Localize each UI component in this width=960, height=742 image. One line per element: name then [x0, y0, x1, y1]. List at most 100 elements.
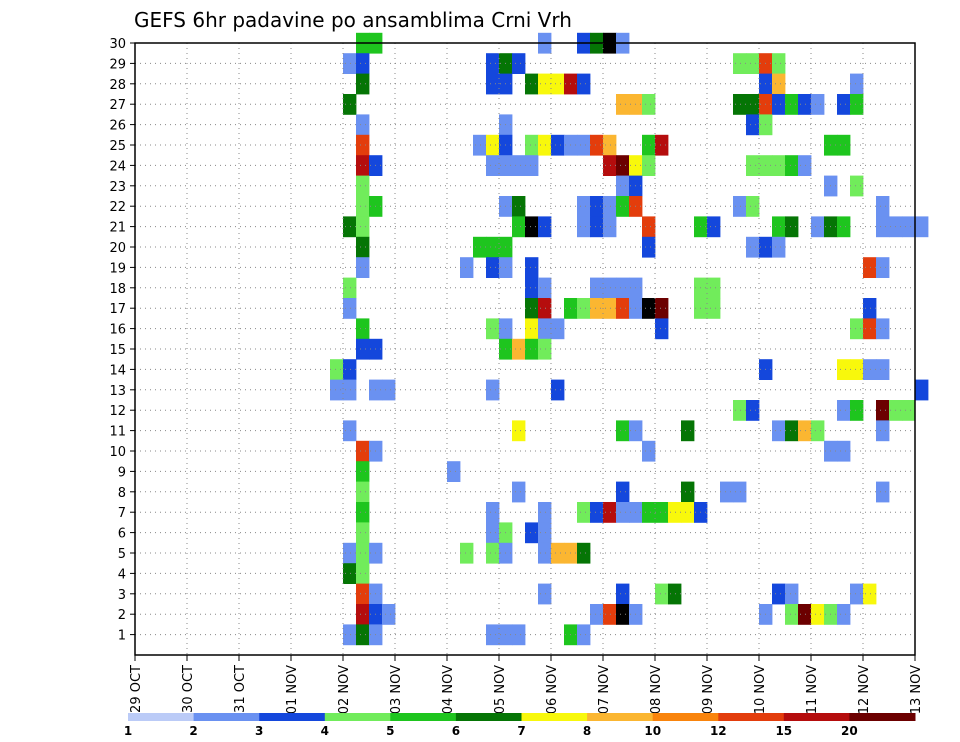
y-tick-label: 21 [109, 221, 126, 236]
heatmap-cell [785, 94, 799, 115]
heatmap-cell [785, 604, 799, 625]
heatmap-cell [356, 542, 370, 564]
heatmap-cell [590, 277, 604, 299]
heatmap-cell [798, 604, 812, 625]
heatmap-cell [577, 134, 591, 156]
heatmap-cell [785, 420, 799, 442]
y-tick-label: 3 [118, 588, 126, 603]
heatmap-cell [343, 53, 357, 74]
heatmap-cell [850, 583, 864, 605]
heatmap-cell [538, 298, 552, 319]
x-tick-label: 30 OCT [181, 665, 196, 713]
colorbar-label: 15 [775, 724, 792, 738]
heatmap-cell [707, 277, 721, 299]
y-tick-label: 25 [109, 139, 126, 154]
heatmap-cell [603, 604, 617, 625]
heatmap-cell [863, 257, 877, 278]
heatmap-cell [356, 481, 370, 503]
x-tick-label: 13 NOV [909, 665, 924, 714]
heatmap-cell [382, 604, 396, 625]
y-tick-label: 19 [109, 261, 126, 276]
heatmap-cell [746, 236, 760, 258]
heatmap-cell [343, 277, 357, 299]
y-tick-label: 16 [109, 323, 126, 338]
heatmap-cell [590, 604, 604, 625]
y-tick-label: 1 [118, 629, 126, 644]
x-tick-label: 12 NOV [857, 665, 872, 714]
colorbar-swatch [521, 713, 588, 721]
heatmap-cell [343, 420, 357, 442]
heatmap-cell [577, 196, 591, 217]
heatmap-cell [551, 318, 565, 340]
heatmap-cell [460, 542, 474, 564]
heatmap-cell [577, 502, 591, 523]
heatmap-cell [733, 53, 747, 74]
y-tick-label: 14 [109, 363, 126, 378]
heatmap-cell [538, 522, 552, 544]
heatmap-cell [863, 318, 877, 340]
heatmap-cell [616, 502, 630, 523]
heatmap-cell [525, 134, 539, 156]
heatmap-cell [473, 236, 487, 258]
heatmap-cell [772, 236, 786, 258]
heatmap-cell [512, 338, 526, 360]
y-tick-label: 12 [109, 404, 126, 419]
colorbar-label: 6 [452, 724, 460, 738]
heatmap-cell [655, 318, 669, 340]
heatmap-cell [525, 522, 539, 544]
heatmap-cell [525, 338, 539, 360]
heatmap-cell [655, 134, 669, 156]
heatmap-cell [876, 420, 890, 442]
y-tick-label: 20 [109, 241, 126, 256]
y-tick-label: 27 [109, 98, 126, 113]
colorbar-label: 8 [583, 724, 591, 738]
x-tick-label: 11 NOV [805, 665, 820, 714]
colorbar-swatch [718, 713, 785, 721]
heatmap-cell [356, 236, 370, 258]
heatmap-cell [837, 134, 851, 156]
y-tick-label: 8 [118, 486, 126, 501]
y-tick-label: 15 [109, 343, 126, 358]
heatmap-cell [642, 236, 656, 258]
heatmap-cell [616, 94, 630, 115]
heatmap-cell [512, 420, 526, 442]
heatmap-cell [590, 134, 604, 156]
y-tick-label: 22 [109, 200, 126, 215]
y-tick-label: 10 [109, 445, 126, 460]
heatmap-cell [772, 94, 786, 115]
colorbar-swatch [128, 713, 195, 721]
heatmap-cell [603, 155, 617, 176]
heatmap-cell [486, 522, 500, 544]
heatmap-cell [538, 542, 552, 564]
y-tick-label: 24 [109, 159, 126, 174]
y-tick-label: 17 [109, 302, 126, 317]
heatmap-cell [473, 134, 487, 156]
heatmap-cell [356, 583, 370, 605]
y-tick-label: 9 [118, 465, 126, 480]
heatmap-cell [668, 583, 682, 605]
heatmap-cell [525, 257, 539, 278]
heatmap-cell [486, 379, 500, 401]
x-tick-label: 08 NOV [649, 665, 664, 714]
heatmap-cell [525, 155, 539, 176]
heatmap-cell [486, 542, 500, 564]
heatmap-cell [590, 502, 604, 523]
heatmap-cell [538, 216, 552, 238]
heatmap-cell [460, 257, 474, 278]
heatmap-cell [343, 94, 357, 115]
heatmap-cell [590, 298, 604, 319]
heatmap-cell [642, 134, 656, 156]
colorbar-swatch [652, 713, 719, 721]
y-tick-label: 26 [109, 119, 126, 134]
heatmap-cell [733, 94, 747, 115]
heatmap-cell [811, 604, 825, 625]
heatmap-cell [577, 73, 591, 95]
colorbar-label: 20 [841, 724, 858, 738]
heatmap-cell [863, 359, 877, 380]
y-tick-label: 7 [118, 506, 126, 521]
heatmap-cell [356, 175, 370, 197]
heatmap-cell [876, 481, 890, 503]
heatmap-cell [512, 155, 526, 176]
heatmap-cell [525, 73, 539, 95]
heatmap-cell [577, 216, 591, 238]
